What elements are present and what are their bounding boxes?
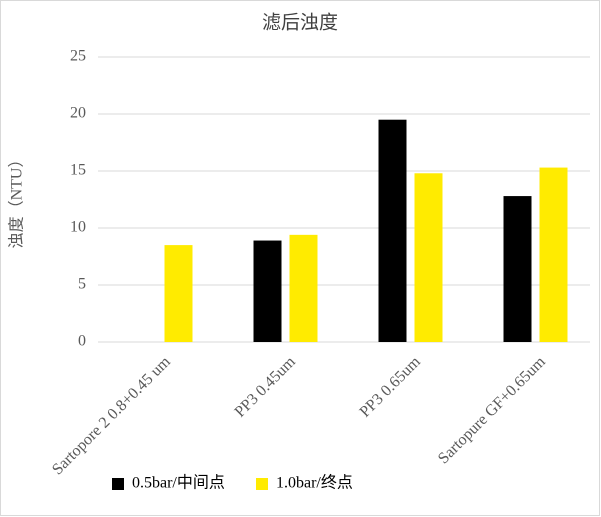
y-axis-label: 浊度（NTU） — [8, 152, 26, 249]
y-tick-label: 5 — [78, 276, 86, 293]
bar — [289, 234, 318, 342]
bar — [503, 196, 532, 342]
y-tick-label: 10 — [70, 219, 86, 236]
y-tick-label: 0 — [78, 333, 86, 350]
y-tick-label: 25 — [70, 48, 86, 65]
bar — [378, 119, 407, 342]
legend-swatch — [112, 478, 124, 490]
bar — [164, 245, 193, 342]
legend-label: 1.0bar/终点 — [276, 474, 353, 492]
legend-label: 0.5bar/中间点 — [132, 474, 225, 492]
chart-title: 滤后浊度 — [262, 11, 338, 33]
y-tick-label: 15 — [70, 162, 86, 179]
y-tick-label: 20 — [70, 105, 86, 122]
bar — [253, 240, 282, 342]
legend-swatch — [256, 478, 268, 490]
bar — [414, 173, 443, 342]
bar — [539, 167, 568, 342]
